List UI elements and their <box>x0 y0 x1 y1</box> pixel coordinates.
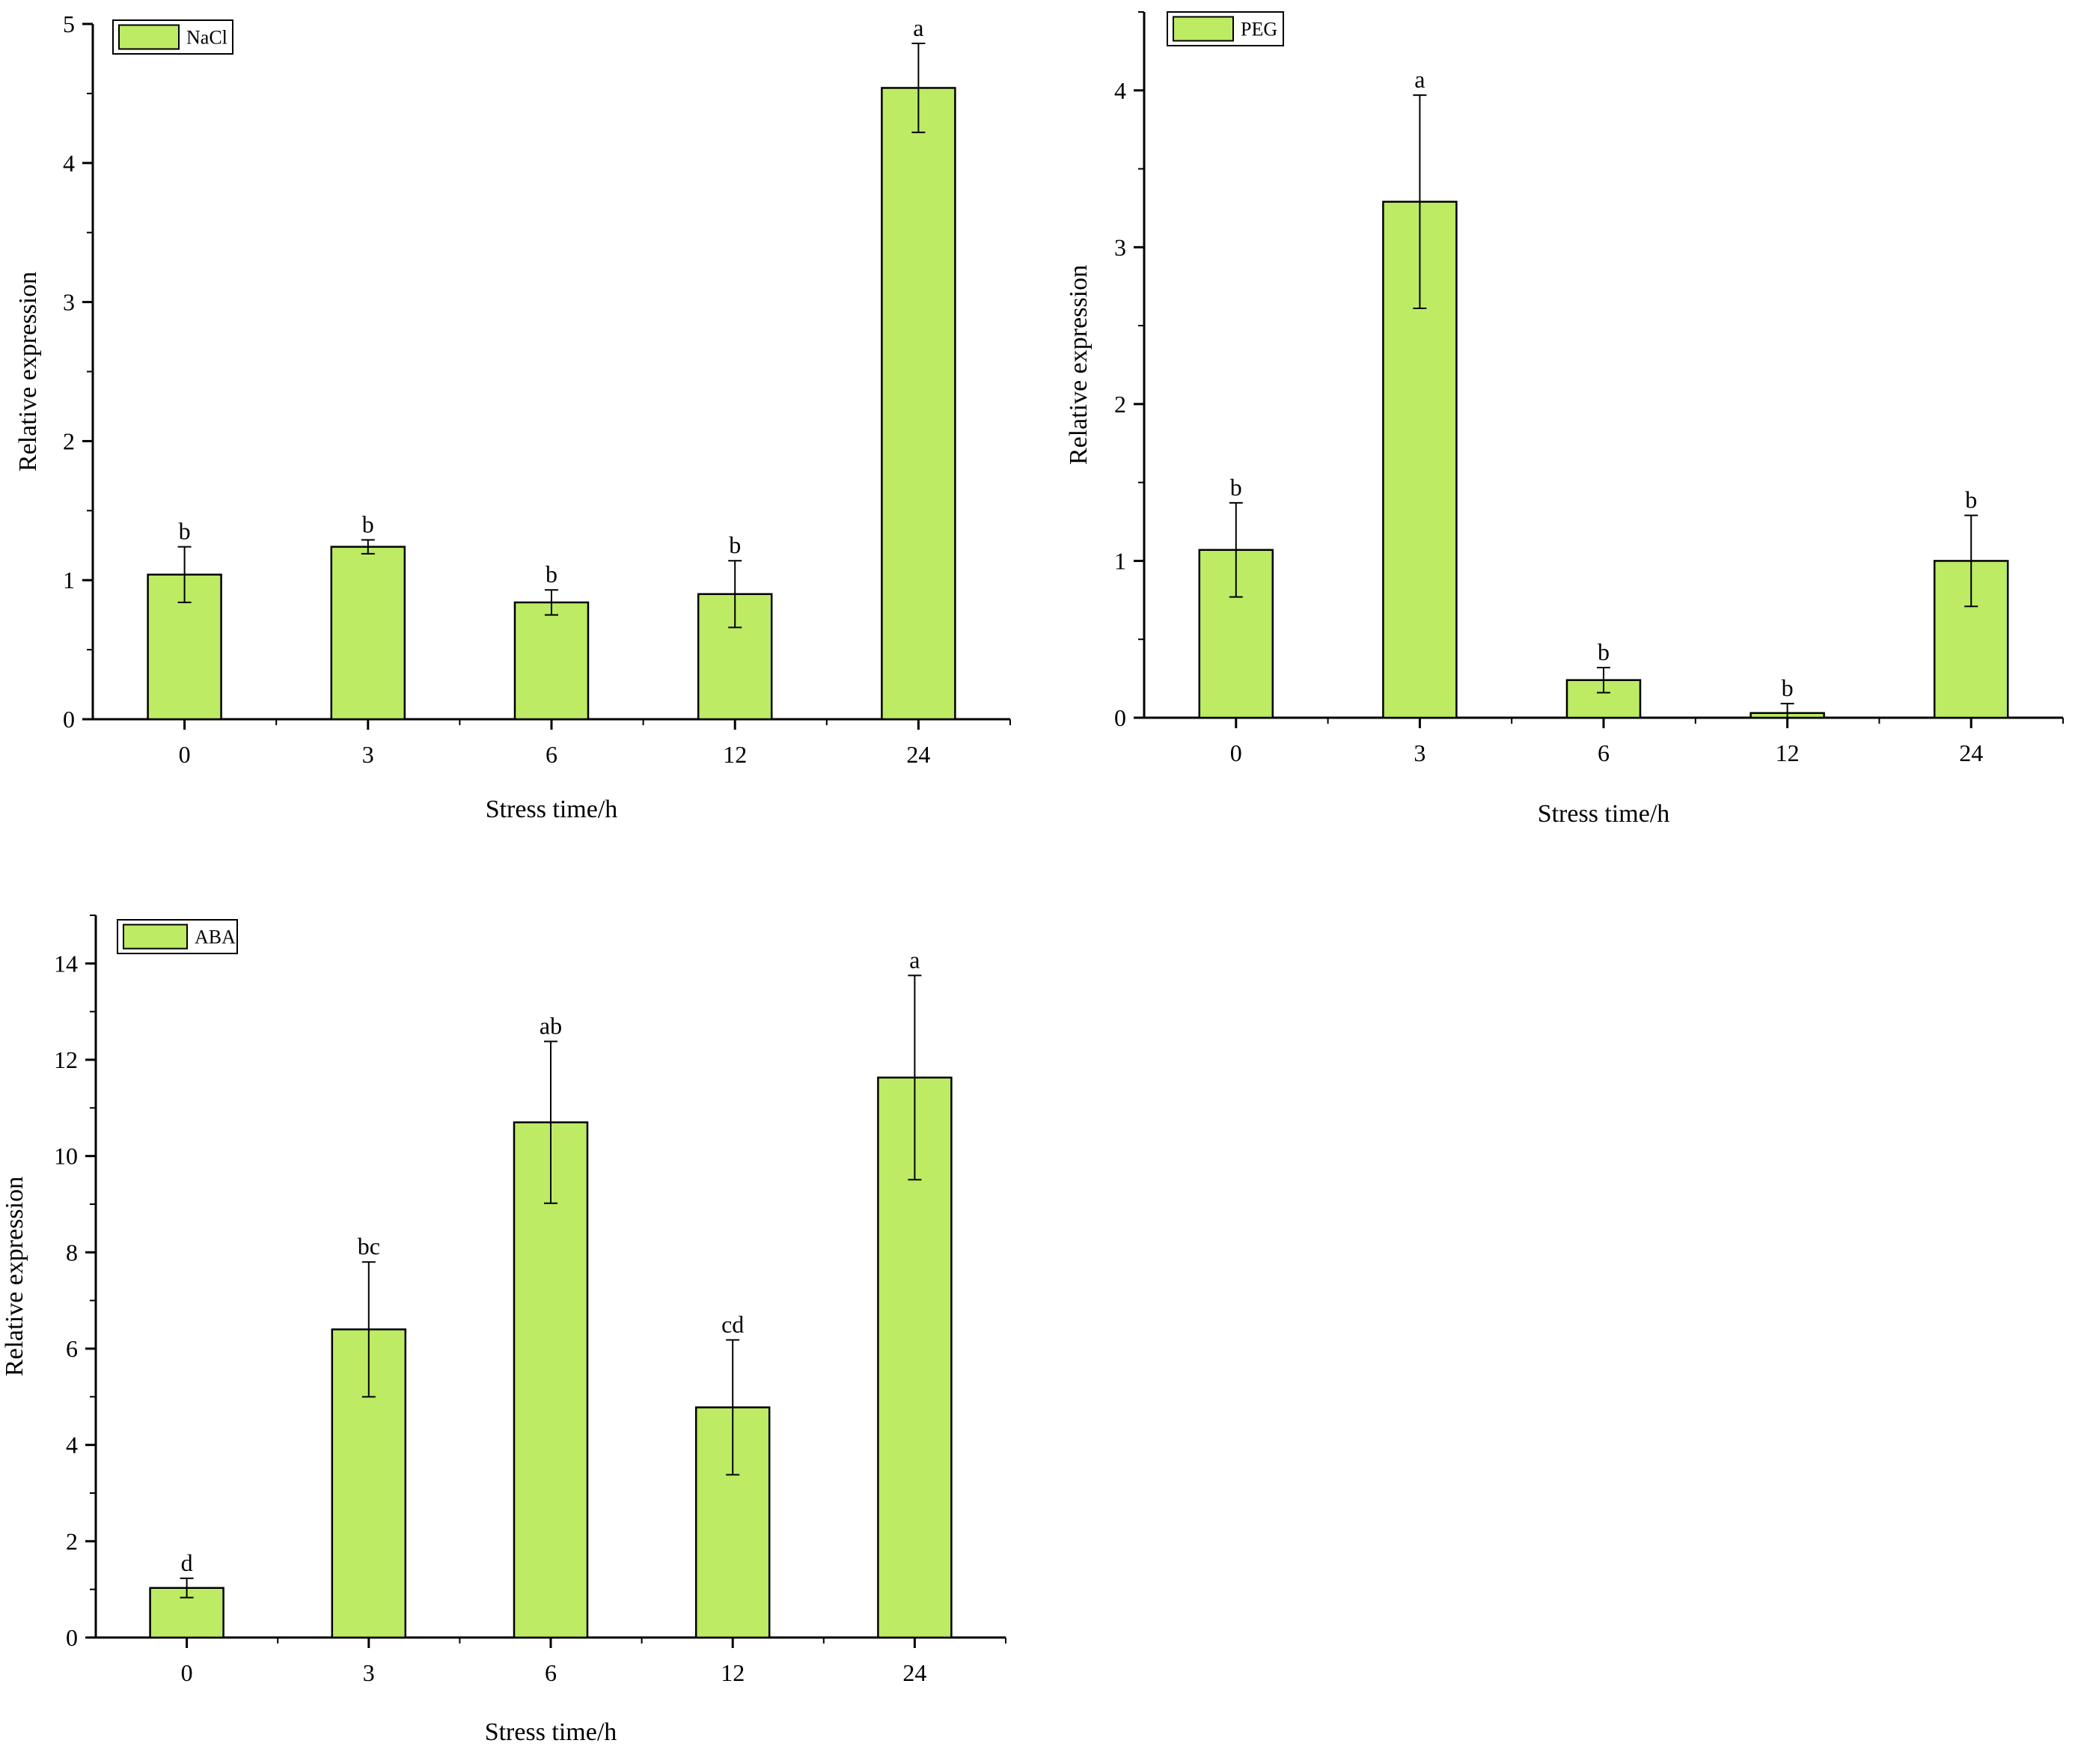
x-tick-label: 24 <box>1959 739 1983 766</box>
x-axis-title: Stress time/h <box>486 796 618 823</box>
legend-swatch <box>123 924 188 950</box>
y-tick-label: 1 <box>63 567 75 593</box>
y-tick-label: 2 <box>1114 391 1126 418</box>
y-tick-label: 3 <box>63 289 75 316</box>
significance-label-12: b <box>729 531 741 558</box>
bar-6 <box>513 601 590 721</box>
significance-label-3: bc <box>358 1233 380 1260</box>
y-tick-label: 5 <box>63 10 75 37</box>
y-tick-label: 4 <box>1114 77 1126 104</box>
x-tick-label: 6 <box>545 1659 557 1686</box>
y-tick-label: 2 <box>66 1528 78 1554</box>
legend-swatch <box>118 24 180 50</box>
y-tick-label: 0 <box>66 1624 78 1651</box>
x-tick-label: 3 <box>362 741 374 768</box>
y-tick-label: 2 <box>63 427 75 454</box>
significance-label-24: a <box>909 946 920 973</box>
y-tick-label: 6 <box>66 1335 78 1362</box>
significance-label-3: b <box>362 510 374 537</box>
legend-label: PEG <box>1241 19 1277 40</box>
y-axis-title: Relative expression <box>1065 265 1093 465</box>
significance-label-24: a <box>913 14 923 41</box>
x-axis-title: Stress time/h <box>1538 800 1670 828</box>
y-tick-label: 1 <box>1114 547 1126 574</box>
x-tick-label: 12 <box>1776 739 1800 766</box>
x-tick-label: 3 <box>363 1659 375 1686</box>
bar-3 <box>330 546 406 721</box>
y-tick-label: 4 <box>63 150 75 177</box>
legend-label: ABA <box>195 927 236 948</box>
x-tick-label: 12 <box>723 741 747 768</box>
y-tick-label: 10 <box>54 1143 78 1170</box>
x-tick-label: 6 <box>1598 739 1610 766</box>
legend-label: NaCl <box>186 27 227 49</box>
bar-24 <box>881 87 956 721</box>
y-tick-label: 8 <box>66 1239 78 1266</box>
x-tick-label: 0 <box>1230 739 1242 766</box>
significance-label-6: b <box>1598 638 1610 665</box>
significance-label-6: ab <box>540 1013 562 1040</box>
y-tick-label: 14 <box>54 950 78 977</box>
significance-label-12: cd <box>721 1310 744 1337</box>
x-tick-label: 0 <box>179 741 191 768</box>
x-axis-title: Stress time/h <box>485 1718 617 1746</box>
significance-label-6: b <box>546 561 557 588</box>
significance-label-0: b <box>179 518 191 545</box>
x-tick-label: 24 <box>902 1659 926 1686</box>
significance-label-0: d <box>181 1549 193 1576</box>
y-tick-label: 0 <box>63 706 75 733</box>
significance-label-12: b <box>1782 674 1794 701</box>
x-tick-label: 0 <box>181 1659 193 1686</box>
y-tick-label: 4 <box>66 1432 78 1459</box>
significance-label-24: b <box>1965 486 1977 513</box>
x-tick-label: 6 <box>546 741 557 768</box>
x-tick-label: 12 <box>721 1659 745 1686</box>
y-tick-label: 3 <box>1114 234 1126 260</box>
x-tick-label: 3 <box>1414 739 1425 766</box>
legend-swatch <box>1173 16 1234 42</box>
x-tick-label: 24 <box>906 741 930 768</box>
significance-label-3: a <box>1414 66 1425 93</box>
y-axis-title: Relative expression <box>14 272 42 471</box>
y-axis-title: Relative expression <box>1 1176 28 1376</box>
y-tick-label: 12 <box>54 1046 78 1073</box>
y-tick-label: 0 <box>1114 704 1126 731</box>
significance-label-0: b <box>1230 474 1242 501</box>
bar-6 <box>513 1121 589 1639</box>
